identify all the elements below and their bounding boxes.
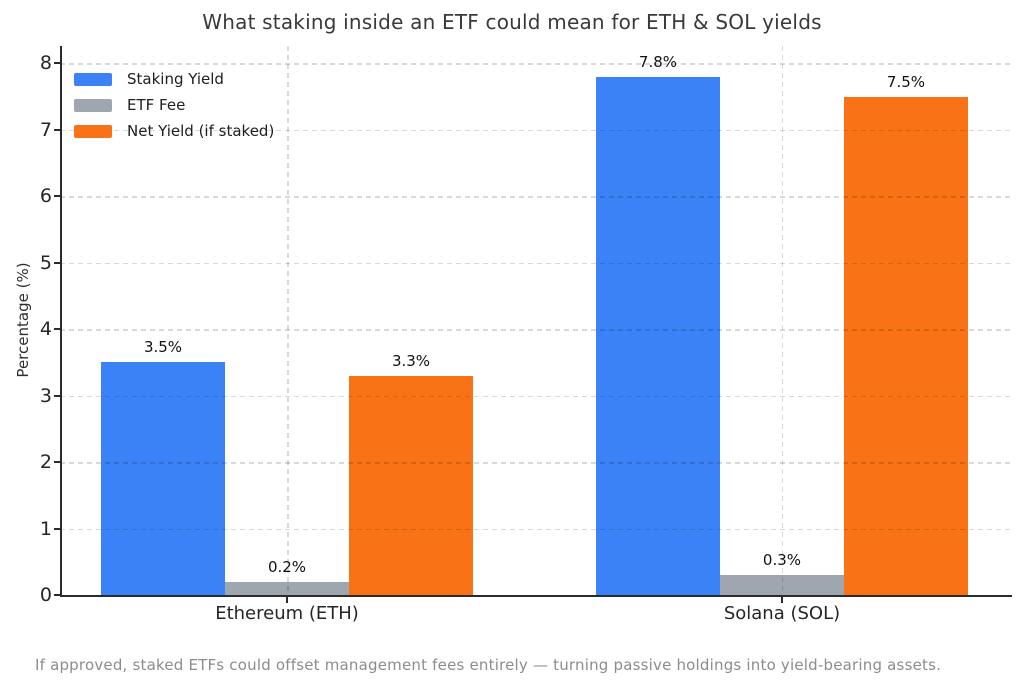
y-tick-mark [54,594,61,596]
grid-line-horizontal [60,63,1011,65]
bar-value-label: 0.2% [267,557,307,576]
bar-value-label: 7.5% [886,72,926,91]
grid-line-horizontal [60,196,1011,198]
y-tick-label: 1 [39,517,52,540]
legend-item: Net Yield (if staked) [74,118,274,144]
y-tick-label: 3 [39,384,52,407]
caption-text: If approved, staked ETFs could offset ma… [35,656,942,674]
legend-swatch [74,98,112,112]
y-tick-label: 5 [39,251,52,274]
grid-line-horizontal [60,462,1011,464]
y-tick-mark [54,195,61,198]
y-tick-mark [54,328,61,331]
y-tick-label: 0 [39,584,52,606]
y-tick-label: 8 [39,52,52,75]
bar [595,76,720,595]
bar [101,362,225,595]
y-tick-label: 4 [39,318,52,341]
legend-item: Staking Yield [74,66,274,92]
y-tick-mark [54,461,61,464]
legend-label: Net Yield (if staked) [127,122,275,140]
bar [225,581,349,595]
plot-area: 3.5% 0.2% 3.3% 7.8% 0.3% 7.5% [60,46,1011,595]
bar-value-label: 3.3% [391,351,431,370]
grid-line-horizontal [60,395,1011,398]
x-tick-label: Solana (SOL) [723,603,841,624]
legend-swatch [74,124,112,138]
y-axis-spine [60,46,62,597]
y-tick-mark [54,261,61,264]
grid-line-horizontal [60,129,1011,132]
y-tick-mark [54,527,61,530]
legend-item: ETF Fee [74,92,274,118]
y-tick-label: 6 [39,185,52,208]
bar [719,575,844,595]
x-tick-label: Ethereum (ETH) [215,603,359,624]
legend-swatch [74,72,112,86]
grid-line-horizontal [60,262,1011,265]
bar-value-label: 0.3% [762,551,802,570]
chart-title: What staking inside an ETF could mean fo… [202,10,822,34]
y-tick-mark [54,394,61,397]
y-tick-label: 7 [39,118,52,141]
bar-value-label: 7.8% [638,52,678,71]
x-tick-mark [286,597,288,603]
legend-label: ETF Fee [127,96,186,114]
legend: Staking Yield ETF Fee Net Yield (if staked… [74,66,274,144]
x-axis-spine [60,595,1012,597]
legend-label: Staking Yield [127,70,224,88]
y-tick-label: 2 [39,451,52,474]
grid-line-vertical [287,46,289,595]
bar-value-label: 3.5% [143,338,183,357]
grid-line-horizontal [60,528,1011,531]
grid-line-horizontal [60,329,1011,331]
y-tick-mark [54,62,61,65]
bar [843,96,968,595]
y-tick-mark [54,128,61,131]
grid-line-vertical [781,46,784,595]
bar [349,375,473,595]
x-tick-mark [780,597,783,603]
